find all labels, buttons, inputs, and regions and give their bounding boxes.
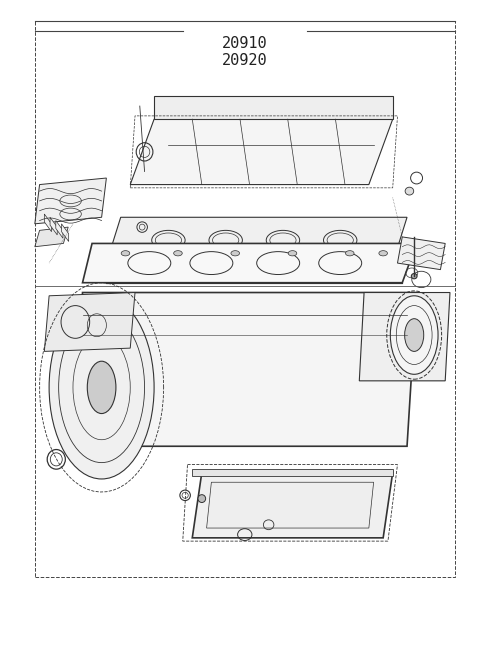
Polygon shape — [44, 214, 51, 232]
Polygon shape — [107, 263, 402, 283]
Polygon shape — [44, 292, 135, 351]
Polygon shape — [192, 469, 393, 476]
Ellipse shape — [411, 273, 417, 279]
Polygon shape — [154, 97, 393, 119]
Polygon shape — [50, 217, 57, 235]
Polygon shape — [130, 119, 393, 185]
Ellipse shape — [174, 251, 182, 256]
Polygon shape — [61, 224, 69, 242]
Polygon shape — [192, 472, 393, 538]
Polygon shape — [35, 227, 68, 247]
Text: .: . — [243, 47, 246, 57]
Ellipse shape — [405, 187, 414, 195]
Text: 20920: 20920 — [222, 53, 267, 68]
Polygon shape — [83, 244, 417, 283]
Ellipse shape — [198, 495, 205, 503]
Polygon shape — [360, 292, 450, 381]
Ellipse shape — [49, 296, 154, 479]
Polygon shape — [73, 292, 417, 446]
Ellipse shape — [231, 251, 240, 256]
Polygon shape — [397, 237, 445, 269]
Text: 20910: 20910 — [222, 36, 267, 51]
Polygon shape — [35, 178, 107, 224]
Ellipse shape — [288, 251, 297, 256]
Polygon shape — [56, 221, 63, 238]
Ellipse shape — [346, 251, 354, 256]
Polygon shape — [206, 482, 373, 528]
Ellipse shape — [87, 361, 116, 413]
Ellipse shape — [379, 251, 387, 256]
Ellipse shape — [390, 296, 438, 374]
Ellipse shape — [121, 251, 130, 256]
Ellipse shape — [405, 319, 424, 351]
Polygon shape — [107, 217, 407, 263]
